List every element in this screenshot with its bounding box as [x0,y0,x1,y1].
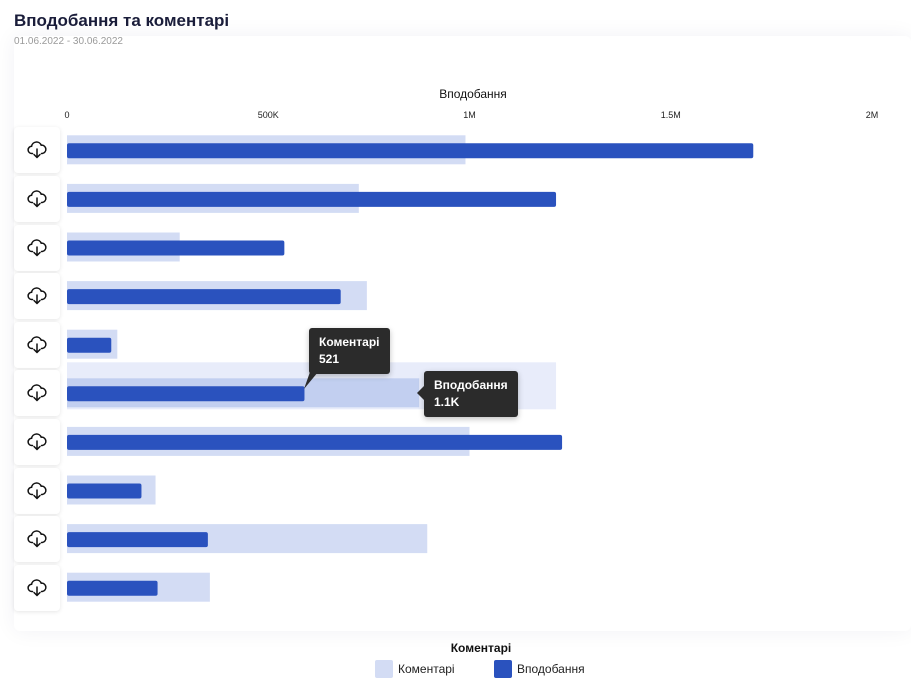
cloud-download-icon [27,190,47,208]
x-tick-label: 500K [257,110,279,120]
date-range: 01.06.2022 - 30.06.2022 [14,36,123,47]
legend-label-comments: Коментарі [398,662,455,676]
bar-likes[interactable] [67,337,112,353]
bar-likes[interactable] [67,289,341,305]
bar-likes[interactable] [67,386,305,402]
bar-likes[interactable] [67,580,158,596]
legend-label-likes: Вподобання [517,662,585,676]
download-row-button[interactable] [14,321,60,368]
bar-likes[interactable] [67,143,754,159]
download-row-button[interactable] [14,564,60,611]
cloud-download-icon [27,530,47,548]
tooltip-comments-pointer [304,372,318,389]
download-row-button[interactable] [14,273,60,320]
cloud-download-icon [27,481,47,499]
download-row-button[interactable] [14,224,60,271]
legend-title: Коментарі [450,641,512,655]
cloud-download-icon [27,433,47,451]
download-row-button[interactable] [14,127,60,174]
cloud-download-icon [27,579,47,596]
bar-likes[interactable] [67,483,142,499]
cloud-download-icon [27,238,47,256]
cloud-download-icon [27,336,47,353]
bar-likes[interactable] [67,532,208,548]
tooltip-comments: Коментарі 521 [309,328,390,374]
download-row-button[interactable] [14,175,60,222]
download-row-button[interactable] [14,418,60,465]
download-row-button[interactable] [14,516,60,563]
page-title: Вподобання та коментарі [14,11,230,30]
tooltip-likes-label: Вподобання [434,378,508,392]
tooltip-likes-pointer [417,385,425,401]
legend-item-comments[interactable]: Коментарі [375,660,455,678]
x-tick-label: 1M [463,110,476,120]
download-row-button[interactable] [14,370,60,417]
legend-item-likes[interactable]: Вподобання [494,660,585,678]
download-row-button[interactable] [14,467,60,514]
tooltip-likes: Вподобання 1.1K [424,371,518,417]
tooltip-comments-value: 521 [319,352,340,366]
cloud-download-icon [27,287,47,305]
tooltip-likes-value: 1.1K [434,395,460,409]
tooltip-comments-label: Коментарі [319,335,380,349]
x-tick-label: 2M [865,110,879,120]
bar-likes[interactable] [67,434,563,450]
bar-chart [67,135,754,602]
x-tick-label: 0 [64,110,70,120]
bar-likes[interactable] [67,240,285,256]
legend-swatch-likes [494,660,512,678]
legend-swatch-comments [375,660,393,678]
bar-likes[interactable] [67,191,557,207]
x-tick-label: 1.5M [660,110,681,120]
cloud-download-icon [27,141,47,159]
cloud-download-icon [27,384,47,402]
x-axis-title: Вподобання [439,87,507,101]
